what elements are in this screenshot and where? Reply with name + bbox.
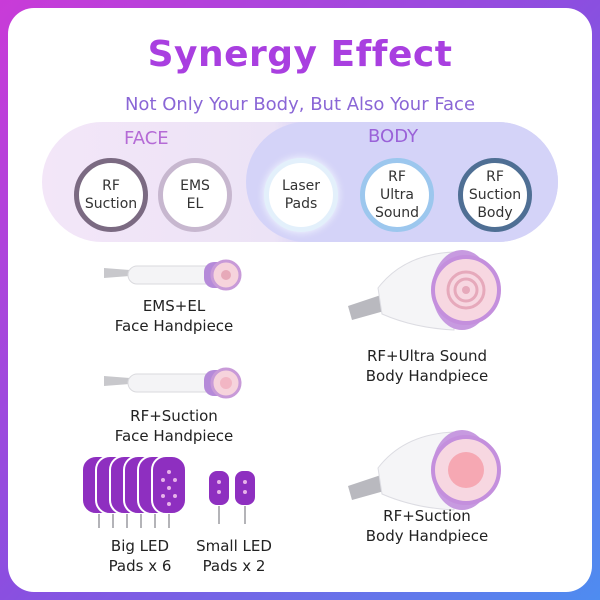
face-group-label: FACE	[124, 128, 169, 149]
rf-ultrasound-handpiece-image	[348, 250, 501, 331]
ems-el-caption: EMS+EL Face Handpiece	[114, 297, 234, 335]
ems-el-handpiece-image	[104, 259, 242, 291]
mode-rf-suction-body: RF Suction Body	[458, 158, 532, 232]
big-led-pads-image	[81, 455, 187, 528]
rf-ultrasound-caption: RF+Ultra Sound Body Handpiece	[365, 347, 489, 385]
page-subtitle: Not Only Your Body, But Also Your Face	[124, 94, 476, 115]
rf-suction-body-caption: RF+Suction Body Handpiece	[365, 507, 489, 545]
body-group-label: BODY	[368, 126, 419, 147]
rf-suction-body-handpiece-image	[348, 430, 501, 511]
page-title: Synergy Effect	[147, 34, 453, 75]
mode-ems-el: EMS EL	[158, 158, 232, 232]
small-led-pads-image	[207, 469, 257, 524]
small-led-caption: Small LED Pads x 2	[196, 537, 272, 575]
mode-rf-suction: RF Suction	[74, 158, 148, 232]
rf-suction-face-caption: RF+Suction Face Handpiece	[114, 407, 234, 445]
mode-rf-ultra-sound: RF Ultra Sound	[360, 158, 434, 232]
rf-suction-face-handpiece-image	[104, 367, 242, 399]
promo-card: Synergy Effect Not Only Your Body, But A…	[8, 8, 592, 592]
mode-laser-pads: Laser Pads	[264, 158, 338, 232]
big-led-caption: Big LED Pads x 6	[108, 537, 172, 575]
